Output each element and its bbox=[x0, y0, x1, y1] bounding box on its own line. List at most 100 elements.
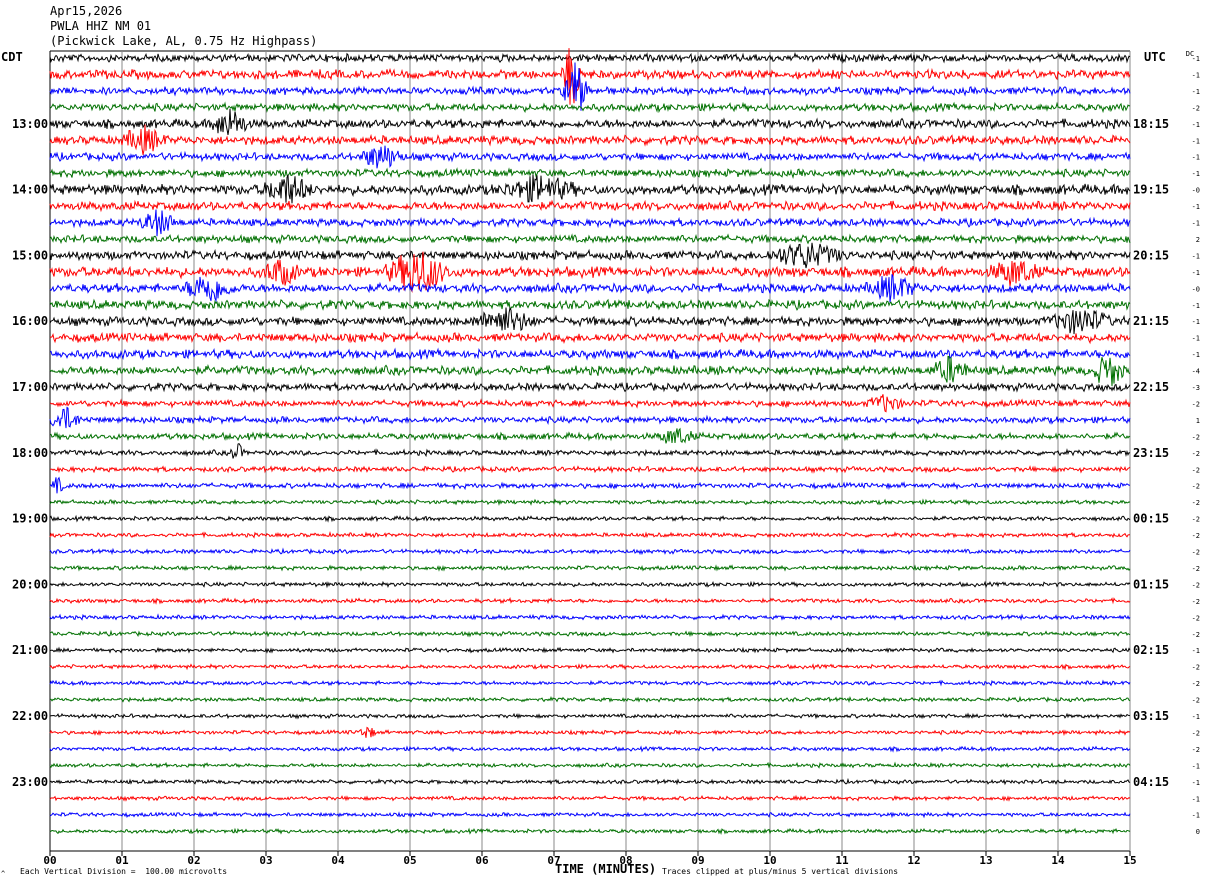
trace-10 bbox=[49, 209, 1131, 237]
trace-44 bbox=[49, 777, 1131, 786]
dc-offset-30: -2 bbox=[1192, 549, 1200, 557]
x-tick-label-08: 08 bbox=[619, 854, 632, 867]
dc-offset-40: -1 bbox=[1192, 713, 1200, 721]
trace-16 bbox=[49, 306, 1131, 335]
trace-39 bbox=[49, 695, 1131, 703]
trace-41 bbox=[49, 726, 1131, 738]
axis-labels: 00 01 02 03 04 05 06 07 08 09 10 11 12 13 14 15-1-1-1-2… bbox=[12, 50, 1200, 867]
trace-1 bbox=[49, 48, 1131, 105]
trace-19 bbox=[49, 355, 1131, 387]
x-tick-label-12: 12 bbox=[907, 854, 920, 867]
dc-offset-6: -1 bbox=[1192, 154, 1200, 162]
trace-34 bbox=[49, 613, 1131, 621]
right-hour-label-0215: 02:15 bbox=[1133, 643, 1169, 657]
dc-offset-22: 1 bbox=[1196, 417, 1200, 425]
trace-12 bbox=[49, 242, 1131, 269]
trace-40 bbox=[49, 712, 1131, 720]
trace-23 bbox=[49, 427, 1131, 444]
x-tick-label-14: 14 bbox=[1051, 854, 1065, 867]
left-hour-label-2000: 20:00 bbox=[12, 577, 48, 591]
trace-42 bbox=[49, 745, 1131, 753]
dc-offset-46: -1 bbox=[1192, 812, 1200, 820]
trace-17 bbox=[49, 331, 1131, 345]
dc-offset-23: -2 bbox=[1192, 433, 1200, 441]
trace-47 bbox=[49, 827, 1131, 836]
trace-2 bbox=[49, 62, 1131, 111]
dc-offset-36: -1 bbox=[1192, 647, 1200, 655]
x-tick-label-00: 00 bbox=[43, 854, 56, 867]
trace-36 bbox=[49, 646, 1131, 654]
dc-offset-28: -2 bbox=[1192, 516, 1200, 524]
trace-9 bbox=[49, 199, 1131, 213]
trace-43 bbox=[49, 761, 1131, 769]
x-tick-label-02: 02 bbox=[187, 854, 200, 867]
scale-note: Each Vertical Division = 100.00 microvol… bbox=[20, 867, 228, 876]
dc-offset-19: -4 bbox=[1192, 368, 1200, 376]
trace-45 bbox=[49, 794, 1131, 802]
record-date: Apr15,2026 bbox=[50, 4, 123, 18]
right-hour-label-2215: 22:15 bbox=[1133, 380, 1169, 394]
trace-14 bbox=[49, 274, 1131, 303]
right-hour-label-2315: 23:15 bbox=[1133, 446, 1169, 460]
x-tick-label-13: 13 bbox=[979, 854, 992, 867]
right-hour-label-0115: 01:15 bbox=[1133, 577, 1169, 591]
trace-37 bbox=[49, 663, 1131, 671]
timezone-right-label: UTC bbox=[1144, 50, 1166, 64]
trace-21 bbox=[49, 394, 1131, 413]
seismic-traces bbox=[49, 48, 1131, 836]
dc-offset-17: -1 bbox=[1192, 335, 1200, 343]
trace-0 bbox=[49, 51, 1131, 64]
dc-offset-12: -1 bbox=[1192, 252, 1200, 260]
trace-5 bbox=[49, 124, 1131, 155]
left-hour-label-2300: 23:00 bbox=[12, 775, 48, 789]
left-hour-label-1700: 17:00 bbox=[12, 380, 48, 394]
left-hour-label-1600: 16:00 bbox=[12, 314, 48, 328]
left-hour-label-2200: 22:00 bbox=[12, 709, 48, 723]
dc-offset-24: -2 bbox=[1192, 450, 1200, 458]
dc-offset-9: -1 bbox=[1192, 203, 1200, 211]
trace-32 bbox=[49, 580, 1131, 589]
dc-offset-41: -2 bbox=[1192, 729, 1200, 737]
dc-offset-13: -1 bbox=[1192, 269, 1200, 277]
trace-6 bbox=[49, 145, 1131, 169]
dc-offset-15: -1 bbox=[1192, 302, 1200, 310]
dc-offset-44: -1 bbox=[1192, 779, 1200, 787]
dc-offset-1: -1 bbox=[1192, 71, 1200, 79]
dc-header-label: DC bbox=[1186, 50, 1194, 58]
station-location: (Pickwick Lake, AL, 0.75 Hz Highpass) bbox=[50, 34, 318, 48]
dc-offset-25: -2 bbox=[1192, 466, 1200, 474]
x-tick-label-04: 04 bbox=[331, 854, 345, 867]
dc-offset-7: -1 bbox=[1192, 170, 1200, 178]
dc-offset-37: -2 bbox=[1192, 664, 1200, 672]
trace-33 bbox=[49, 597, 1131, 605]
dc-offset-32: -2 bbox=[1192, 581, 1200, 589]
dc-offset-42: -2 bbox=[1192, 746, 1200, 754]
dc-offset-27: -2 bbox=[1192, 499, 1200, 507]
dc-offset-4: -1 bbox=[1192, 121, 1200, 129]
trace-24 bbox=[49, 442, 1131, 459]
dc-offset-29: -2 bbox=[1192, 532, 1200, 540]
left-hour-label-1900: 19:00 bbox=[12, 512, 48, 526]
x-axis-title: TIME (MINUTES) bbox=[555, 862, 657, 876]
right-hour-label-0015: 00:15 bbox=[1133, 512, 1169, 526]
right-hour-label-2015: 20:15 bbox=[1133, 248, 1169, 262]
dc-offset-5: -1 bbox=[1192, 137, 1200, 145]
right-hour-label-1815: 18:15 bbox=[1133, 117, 1169, 131]
dc-offset-10: -1 bbox=[1192, 220, 1200, 228]
trace-8 bbox=[49, 174, 1131, 204]
left-hour-label-1500: 15:00 bbox=[12, 248, 48, 262]
trace-26 bbox=[49, 476, 1131, 494]
station-code: PWLA HHZ NM 01 bbox=[50, 19, 152, 33]
trace-25 bbox=[50, 465, 1131, 474]
left-hour-label-1800: 18:00 bbox=[12, 446, 48, 460]
dc-offset-16: -1 bbox=[1192, 318, 1200, 326]
dc-offset-47: 0 bbox=[1196, 828, 1200, 836]
minute-gridlines bbox=[49, 50, 1131, 856]
x-tick-label-07: 07 bbox=[547, 854, 560, 867]
dc-offset-26: -2 bbox=[1192, 483, 1200, 491]
timezone-left-label: CDT bbox=[1, 50, 23, 64]
x-tick-label-01: 01 bbox=[115, 854, 129, 867]
right-hour-label-2115: 21:15 bbox=[1133, 314, 1169, 328]
corner-mark: ^ bbox=[1, 870, 6, 878]
